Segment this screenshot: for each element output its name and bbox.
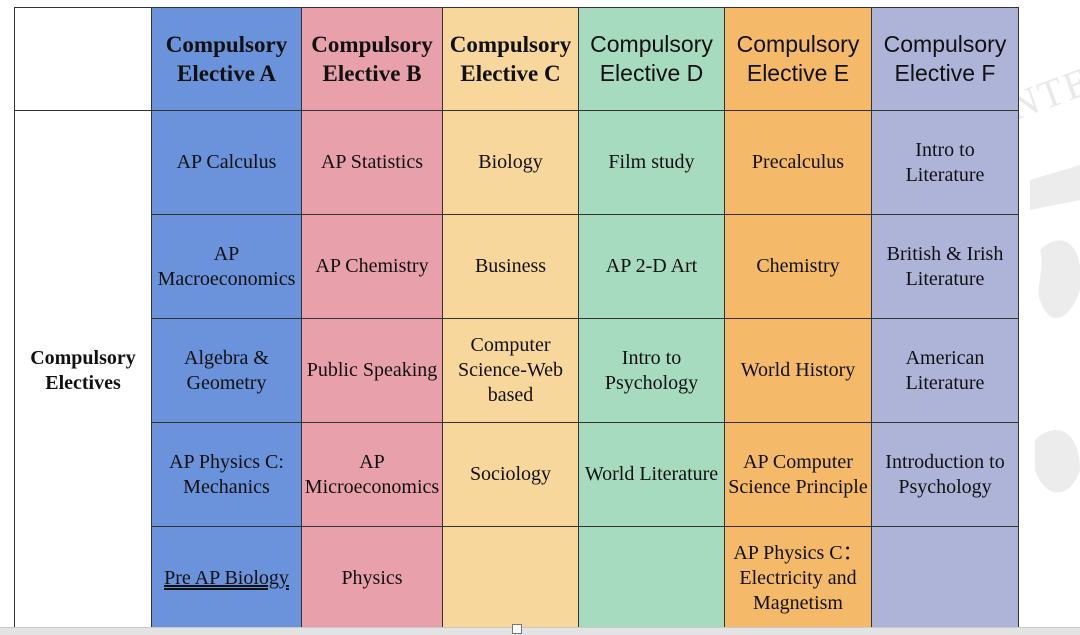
- table-cell: Intro to Psychology: [578, 318, 725, 423]
- table-cell: [871, 526, 1019, 631]
- resize-handle[interactable]: [512, 624, 522, 634]
- electives-table: Compulsory Elective A Compulsory Electiv…: [14, 7, 1019, 631]
- table-cell: Pre AP Biology: [151, 526, 302, 631]
- header-row: Compulsory Elective A Compulsory Electiv…: [14, 7, 1019, 111]
- table-cell: Precalculus: [724, 110, 872, 215]
- column-header-c: Compulsory Elective C: [442, 7, 579, 111]
- column-header-e: Compulsory Elective E: [724, 7, 872, 111]
- table-cell: [442, 526, 579, 631]
- background-crest-watermark: NTE: [1010, 0, 1080, 634]
- table-cell: AP Microeconomics: [301, 422, 443, 527]
- table-cell: AP Physics C: Mechanics: [151, 422, 302, 527]
- table-row: Pre AP Biology Physics AP Physics C： Ele…: [15, 526, 1019, 631]
- table-cell: AP Physics C： Electricity and Magnetism: [724, 526, 872, 631]
- table-cell: World Literature: [578, 422, 725, 527]
- table-cell: Introduction to Psychology: [871, 422, 1019, 527]
- table-cell: Business: [442, 214, 579, 319]
- table-cell: Biology: [442, 110, 579, 215]
- table-row: AP Macroeconomics AP Chemistry Business …: [15, 214, 1019, 319]
- table-row: AP Physics C: Mechanics AP Microeconomic…: [15, 422, 1019, 527]
- row-header-compulsory-electives: Compulsory Electives: [14, 110, 152, 631]
- table-cell: Sociology: [442, 422, 579, 527]
- table-cell: Physics: [301, 526, 443, 631]
- table-cell: [578, 526, 725, 631]
- table-cell: AP Chemistry: [301, 214, 443, 319]
- table-row: Algebra & Geometry Public Speaking Compu…: [15, 318, 1019, 423]
- table-cell: Computer Science-Web based: [442, 318, 579, 423]
- bottom-scrollbar[interactable]: [0, 627, 1080, 635]
- table-cell: AP Computer Science Principle: [724, 422, 872, 527]
- table-cell: AP Macroeconomics: [151, 214, 302, 319]
- table-cell: American Literature: [871, 318, 1019, 423]
- table-cell: Film study: [578, 110, 725, 215]
- table-cell: AP 2-D Art: [578, 214, 725, 319]
- crest-icon: [1030, 165, 1080, 493]
- table-cell: Chemistry: [724, 214, 872, 319]
- table-cell: British & Irish Literature: [871, 214, 1019, 319]
- table-cell: Public Speaking: [301, 318, 443, 423]
- table-cell: World History: [724, 318, 872, 423]
- corner-cell: [14, 7, 152, 111]
- table-cell: AP Calculus: [151, 110, 302, 215]
- column-header-b: Compulsory Elective B: [301, 7, 443, 111]
- column-header-a: Compulsory Elective A: [151, 7, 302, 111]
- table-cell: Intro to Literature: [871, 110, 1019, 215]
- table-cell: AP Statistics: [301, 110, 443, 215]
- column-header-f: Compulsory Elective F: [871, 7, 1019, 111]
- table-row: Compulsory Electives AP Calculus AP Stat…: [14, 110, 1019, 631]
- table-cell: Algebra & Geometry: [151, 318, 302, 423]
- column-header-d: Compulsory Elective D: [578, 7, 725, 111]
- link-text[interactable]: Pre AP Biology: [164, 567, 289, 589]
